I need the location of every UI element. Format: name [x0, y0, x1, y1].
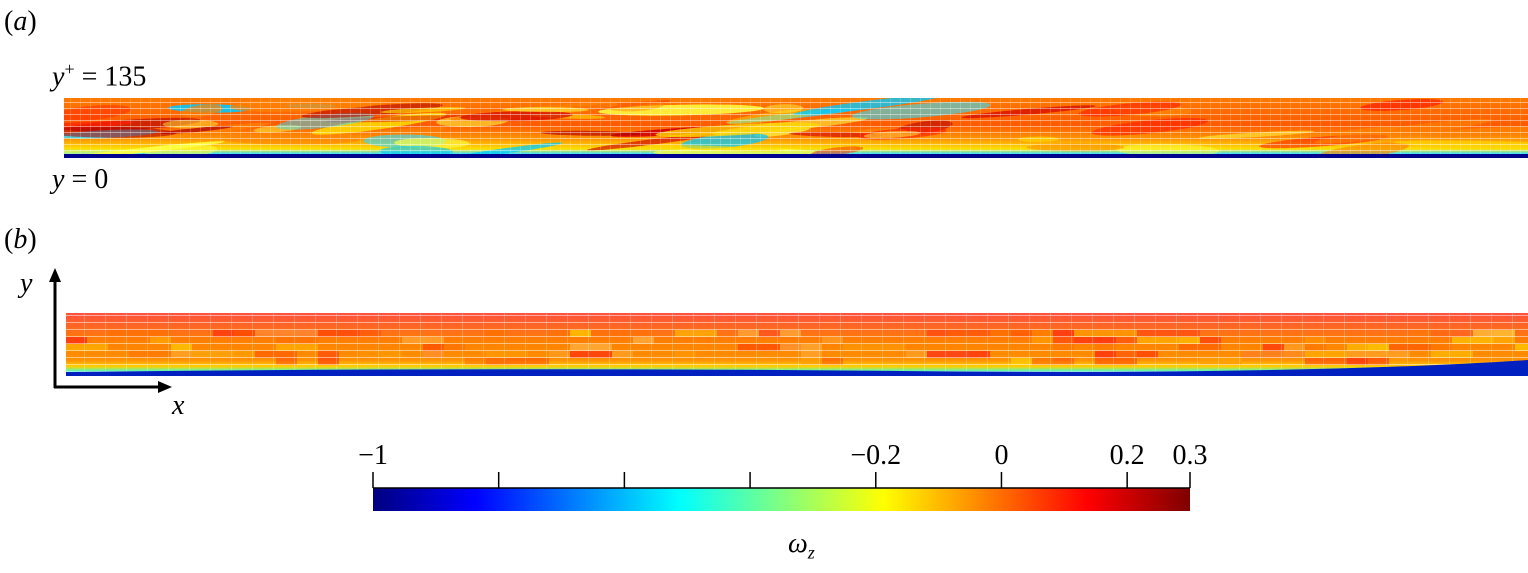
- panel-b-label: (b): [4, 224, 37, 255]
- panel-a-grid: [64, 98, 1528, 158]
- top-label-var: y: [52, 61, 65, 93]
- panel-a-letter: a: [13, 6, 28, 37]
- panel-b-wall-layer: [66, 360, 1528, 376]
- x-axis-arrow: [158, 381, 172, 393]
- colorbar-tick-label: 0: [994, 440, 1009, 471]
- colorbar-label-base: ω: [788, 528, 808, 559]
- top-label-rest: = 135: [74, 61, 147, 93]
- axis-x-label: x: [172, 390, 185, 421]
- panel-a-wall-layer: [64, 154, 1528, 158]
- colorbar-label-sub: z: [807, 542, 815, 563]
- colorbar-tick-label: 0.2: [1109, 440, 1145, 471]
- panel-a-field: [64, 98, 1528, 158]
- panel-b-letter: b: [13, 224, 28, 255]
- panel-b-field: [66, 313, 1528, 376]
- panel-a-bottom-label: y = 0: [52, 166, 108, 194]
- top-label-sup: +: [64, 59, 75, 79]
- colorbar-tick-label: 0.3: [1172, 440, 1208, 471]
- colorbar-label: ωz: [788, 530, 815, 562]
- panel-a-top-label: y+ = 135: [52, 60, 146, 91]
- axis-y-label: y: [20, 268, 33, 299]
- colorbar-tick-label: −0.2: [850, 440, 902, 471]
- panel-a-label: (a): [4, 6, 37, 37]
- colorbar-tick-label: −1: [358, 440, 388, 471]
- y-axis-arrow: [49, 268, 61, 282]
- bottom-label-rest: = 0: [64, 164, 109, 195]
- panel-b-grid: [66, 313, 1528, 376]
- colorbar: [373, 488, 1190, 511]
- colorbar-ticks: [372, 472, 1191, 488]
- bottom-label-var: y: [52, 164, 65, 195]
